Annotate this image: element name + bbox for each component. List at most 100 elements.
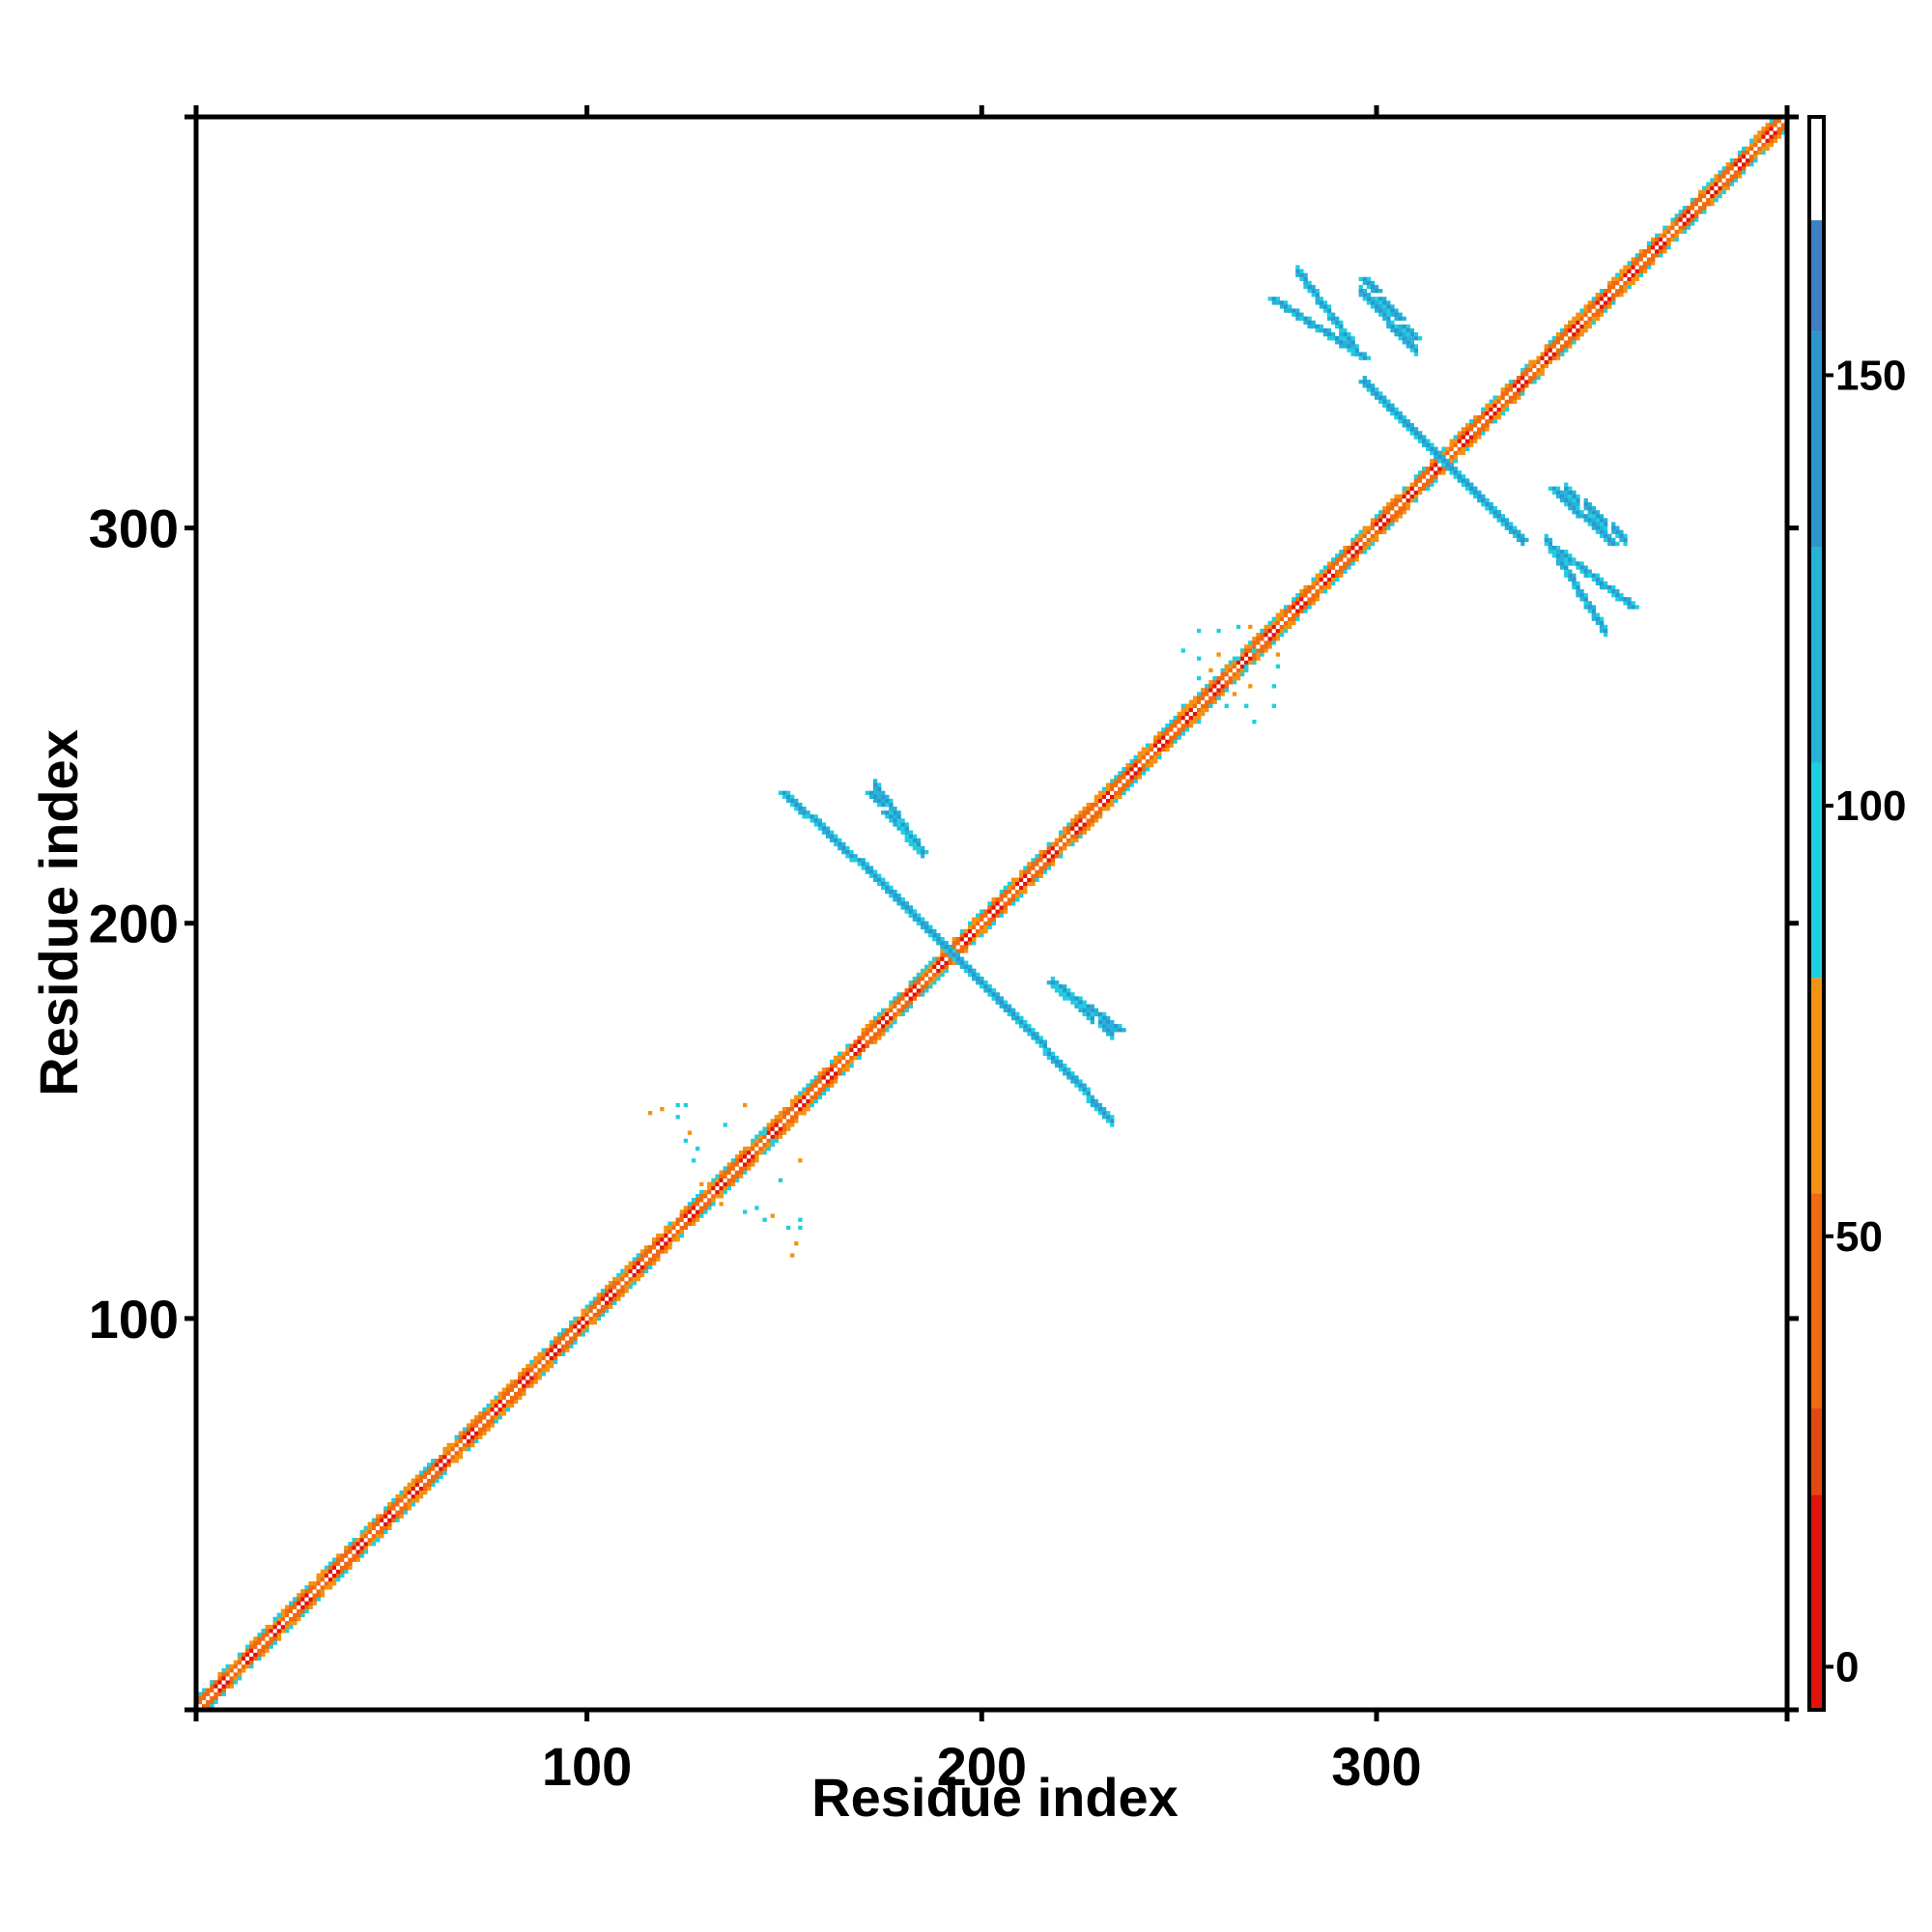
- heatmap-cell: [529, 1376, 534, 1380]
- heatmap-cell: [1378, 522, 1383, 526]
- heatmap-cell: [1659, 233, 1663, 239]
- heatmap-cell: [1504, 407, 1510, 412]
- heatmap-cell: [403, 1510, 408, 1515]
- heatmap-cell: [454, 1450, 459, 1456]
- heatmap-cell: [1201, 711, 1206, 717]
- heatmap-cell: [952, 956, 956, 961]
- heatmap-cell: [699, 1209, 704, 1214]
- heatmap-cell: [1370, 529, 1376, 534]
- heatmap-cell: [1208, 692, 1213, 696]
- heatmap-cell: [790, 802, 795, 808]
- heatmap-cell: [817, 1091, 822, 1095]
- heatmap-cell: [904, 992, 909, 997]
- heatmap-cell: [995, 913, 1000, 918]
- heatmap-cell: [545, 1363, 550, 1369]
- heatmap-cell: [297, 1593, 301, 1598]
- heatmap-cell: [876, 873, 882, 878]
- heatmap-cell: [1706, 201, 1711, 207]
- heatmap-cell: [952, 960, 956, 965]
- heatmap-cell: [893, 1008, 897, 1012]
- heatmap-cell: [1074, 814, 1079, 819]
- heatmap-cell: [963, 964, 969, 969]
- heatmap-cell: [1260, 644, 1264, 649]
- heatmap-cell: [707, 1202, 712, 1207]
- heatmap-cell: [872, 794, 878, 800]
- heatmap-cell: [628, 1264, 633, 1269]
- heatmap-cell: [1718, 193, 1722, 199]
- heatmap-cell: [1564, 336, 1569, 341]
- heatmap-cell: [963, 941, 969, 946]
- heatmap-cell: [474, 1427, 479, 1432]
- heatmap-cell: [1184, 707, 1190, 713]
- heatmap-cell: [1394, 497, 1399, 503]
- heatmap-cell: [257, 1636, 262, 1641]
- heatmap-cell: [490, 1406, 495, 1412]
- heatmap-cell: [474, 1435, 479, 1439]
- heatmap-cell: [414, 1478, 420, 1483]
- heatmap-cell: [671, 1237, 676, 1242]
- heatmap-cell: [829, 1079, 835, 1084]
- heatmap-cell: [1406, 506, 1410, 511]
- heatmap-cell: [656, 1237, 661, 1242]
- heatmap-cell: [726, 1166, 731, 1171]
- heatmap-cell: [1682, 210, 1687, 214]
- heatmap-cell: [679, 1217, 684, 1222]
- heatmap-cell: [1623, 284, 1628, 290]
- heatmap-cell: [537, 1355, 542, 1361]
- heatmap-cell: [1307, 601, 1312, 606]
- heatmap-cell: [1007, 1011, 1012, 1017]
- heatmap-cell: [841, 1067, 846, 1072]
- heatmap-cell: [509, 1403, 515, 1408]
- heatmap-cell: [1212, 675, 1217, 681]
- heatmap-cell: [1023, 1024, 1028, 1029]
- heatmap-cell: [320, 1573, 326, 1578]
- heatmap-cell: [703, 1189, 708, 1195]
- heatmap-cell: [980, 913, 984, 918]
- heatmap-cell: [853, 1043, 858, 1048]
- heatmap-cell: [470, 1423, 475, 1428]
- heatmap-cell: [616, 1276, 621, 1282]
- heatmap-cell: [1070, 838, 1075, 843]
- heatmap-cell: [885, 1024, 890, 1029]
- heatmap-cell: [327, 1585, 333, 1590]
- heatmap-cell: [1374, 537, 1379, 543]
- heatmap-cell: [1473, 439, 1478, 443]
- heatmap-cell: [1398, 510, 1403, 515]
- heatmap-cell: [1666, 225, 1671, 230]
- heatmap-cell: [838, 1063, 842, 1068]
- heatmap-cell: [1544, 355, 1548, 360]
- heatmap-cell: [1528, 359, 1533, 364]
- heatmap-cell: [1097, 1019, 1103, 1025]
- heatmap-cell: [778, 790, 783, 795]
- heatmap-cell: [217, 1691, 222, 1696]
- heatmap-cell: [1485, 419, 1490, 424]
- heatmap-cell: [1528, 363, 1533, 369]
- heatmap-cell: [1007, 885, 1012, 891]
- heatmap-cell: [1725, 166, 1730, 171]
- heatmap-cell: [865, 862, 870, 867]
- heatmap-cell: [944, 952, 949, 957]
- heatmap-cell: [486, 1423, 491, 1428]
- heatmap-cell: [1122, 767, 1126, 772]
- heatmap-cell: [604, 1289, 610, 1293]
- heatmap-cell: [810, 1087, 814, 1092]
- heatmap-cell: [1292, 612, 1296, 617]
- heatmap-cell: [1236, 664, 1241, 669]
- heatmap-cell: [908, 984, 913, 989]
- heatmap-cell: [896, 996, 901, 1001]
- heatmap-cell: [1070, 818, 1075, 823]
- heatmap-cell: [904, 1008, 909, 1012]
- heatmap-cell: [1122, 790, 1126, 795]
- heatmap-cell: [1252, 640, 1257, 645]
- heatmap-cell: [1449, 454, 1454, 460]
- heatmap-cell: [1319, 569, 1323, 574]
- heatmap-cell: [987, 913, 992, 918]
- heatmap-cell: [272, 1625, 277, 1630]
- heatmap-cell: [1780, 127, 1786, 131]
- heatmap-cell: [834, 1063, 838, 1068]
- heatmap-cell: [806, 1094, 810, 1100]
- heatmap-cell: [384, 1514, 388, 1519]
- heatmap-cell: [1492, 403, 1497, 408]
- heatmap-cell: [1201, 699, 1206, 704]
- heatmap-cell: [1149, 758, 1154, 764]
